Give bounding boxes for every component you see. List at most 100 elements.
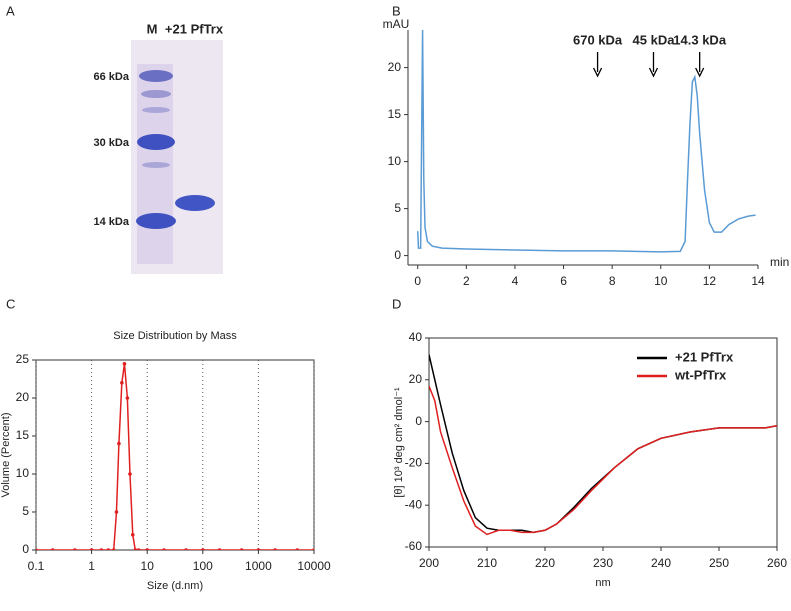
- x-axis-label: Size (d.nm): [147, 580, 203, 592]
- x-axis-label: min: [770, 255, 789, 269]
- data-point: [73, 548, 77, 550]
- chart-title: Size Distribution by Mass: [113, 330, 237, 342]
- x-tick-label: 1: [88, 559, 95, 573]
- y-tick-label: 5: [22, 504, 29, 518]
- data-point: [89, 548, 94, 550]
- y-tick-label: 10: [16, 466, 30, 480]
- panel-label: A: [6, 3, 15, 18]
- data-point: [162, 548, 166, 550]
- data-point: [295, 548, 300, 550]
- gel-band: [139, 70, 173, 82]
- plot-area: [416, 30, 756, 253]
- gel-band: [141, 90, 171, 98]
- panel-label: B: [392, 3, 401, 18]
- legend-label: +21 PfTrx: [675, 349, 734, 364]
- data-point: [50, 548, 55, 550]
- data-point: [125, 396, 130, 400]
- y-tick-label: 20: [409, 372, 423, 386]
- x-tick-label: 10000: [297, 559, 331, 573]
- panel-label: D: [392, 296, 401, 311]
- data-point: [184, 548, 188, 550]
- plot-frame: [35, 359, 315, 551]
- data-point: [120, 381, 124, 385]
- x-tick-label: 200: [419, 556, 439, 570]
- x-tick-label: 230: [593, 556, 613, 570]
- annotation: 45 kDa: [633, 32, 676, 47]
- y-tick-label: 0: [415, 414, 422, 428]
- x-tick-label: 6: [560, 274, 567, 288]
- y-axis-label: Volume (Percent): [0, 413, 12, 498]
- x-axis-label: nm: [595, 577, 610, 589]
- y-axis-label: [θ] 10³ deg cm² dmol⁻¹: [393, 387, 405, 498]
- x-tick-label: 0: [414, 274, 421, 288]
- x-tick-label: 220: [535, 556, 555, 570]
- data-point: [130, 533, 135, 537]
- annotation-arrowhead: [593, 67, 603, 78]
- x-tick-label: 14: [751, 274, 765, 288]
- plot-area: [36, 362, 314, 550]
- data-point: [201, 548, 205, 550]
- legend-label: wt-PfTrx: [674, 367, 727, 382]
- y-tick-label: 5: [394, 201, 401, 215]
- y-tick-label: 20: [388, 60, 402, 74]
- marker-label: 66 kDa: [94, 71, 130, 83]
- x-tick-label: 1000: [245, 559, 272, 573]
- gel-band: [175, 195, 215, 211]
- data-point: [136, 548, 141, 550]
- x-tick-label: 260: [767, 556, 787, 570]
- annotation: 670 kDa: [573, 32, 623, 47]
- x-tick-label: 8: [609, 274, 616, 288]
- x-tick-label: 210: [477, 556, 497, 570]
- x-tick-label: 10: [141, 559, 155, 573]
- x-tick-label: 4: [512, 274, 519, 288]
- marker-label: 30 kDa: [94, 137, 130, 149]
- y-tick-label: 20: [16, 390, 30, 404]
- y-tick-label: 25: [16, 352, 30, 366]
- y-tick-label: 15: [16, 428, 30, 442]
- data-point: [128, 472, 132, 476]
- x-tick-label: 2: [463, 274, 470, 288]
- gel: M +21 PfTrx 66 kDa 30 kDa 14 kDa: [94, 21, 224, 274]
- data-point: [106, 548, 111, 550]
- y-tick-label: -60: [405, 539, 423, 553]
- panel-label: C: [6, 296, 15, 311]
- lane-label: +21 PfTrx: [165, 21, 224, 36]
- y-tick-label: -40: [405, 497, 423, 511]
- y-axis-label: mAU: [383, 17, 410, 31]
- x-tick-label: 10: [654, 274, 668, 288]
- data-point: [312, 548, 314, 550]
- data-point: [111, 548, 116, 550]
- annotation-arrowhead: [695, 67, 705, 78]
- x-tick-label: 100: [193, 559, 213, 573]
- annotation-arrowhead: [648, 67, 659, 78]
- lane-label: M: [147, 21, 158, 36]
- data-point: [273, 548, 277, 550]
- data-line: [36, 363, 314, 550]
- data-line: [416, 30, 756, 253]
- x-tick-label: 12: [703, 274, 717, 288]
- annotation: 14.3 kDa: [673, 32, 727, 47]
- x-tick-label: 240: [651, 556, 671, 570]
- data-point: [145, 548, 149, 550]
- marker-label: 14 kDa: [94, 216, 130, 228]
- data-line: [429, 385, 777, 536]
- data-point: [122, 362, 127, 366]
- y-tick-label: -20: [405, 456, 423, 470]
- data-point: [36, 548, 38, 550]
- x-tick-label: 250: [709, 556, 729, 570]
- data-point: [99, 548, 104, 550]
- gel-band: [142, 162, 170, 168]
- y-tick-label: 0: [394, 248, 401, 262]
- gel-band: [137, 134, 175, 150]
- data-point: [239, 548, 244, 550]
- data-point: [117, 441, 121, 446]
- y-tick-label: 0: [22, 542, 29, 556]
- x-tick-label: 0.1: [28, 559, 45, 573]
- data-point: [217, 548, 222, 550]
- data-point: [256, 548, 261, 550]
- y-tick-label: 10: [388, 154, 402, 168]
- y-tick-label: 40: [409, 330, 423, 344]
- gel-band: [136, 213, 176, 229]
- gel-band: [142, 107, 170, 113]
